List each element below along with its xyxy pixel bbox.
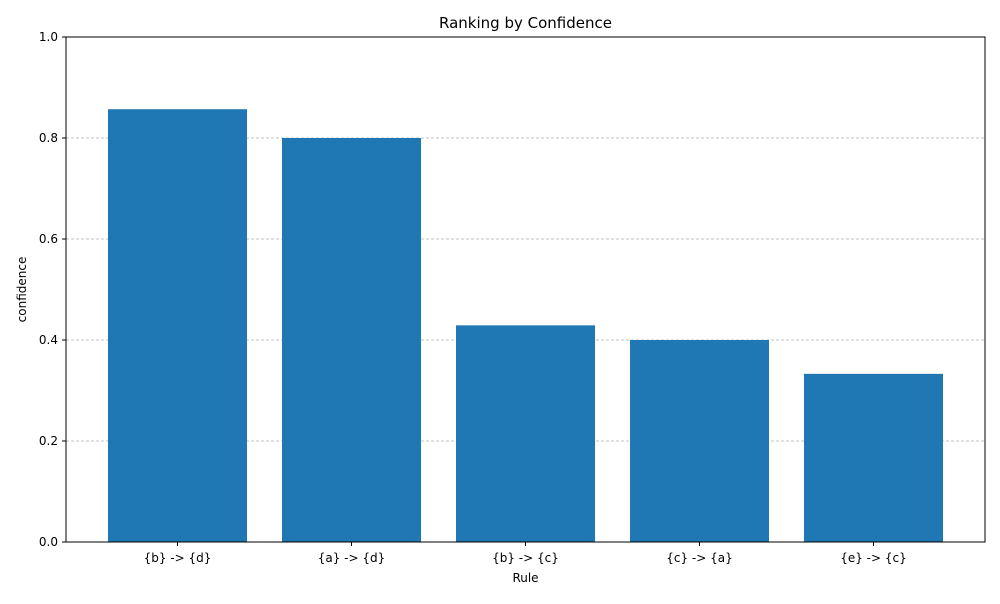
y-tick-label: 0.0 bbox=[39, 535, 58, 549]
x-tick-label: {a} -> {d} bbox=[318, 551, 386, 565]
x-tick-label: {e} -> {c} bbox=[840, 551, 907, 565]
x-tick-label: {c} -> {a} bbox=[666, 551, 733, 565]
y-tick-label: 1.0 bbox=[39, 30, 58, 44]
x-axis-ticks: {b} -> {d} {a} -> {d} {b} -> {c} {c} -> {a}… bbox=[144, 542, 907, 565]
y-tick-label: 0.2 bbox=[39, 434, 58, 448]
bar bbox=[282, 138, 421, 542]
bar bbox=[804, 373, 943, 542]
bars bbox=[108, 109, 943, 542]
chart-title: Ranking by Confidence bbox=[439, 14, 612, 32]
x-tick-label: {b} -> {d} bbox=[144, 551, 212, 565]
y-tick-label: 0.6 bbox=[39, 232, 58, 246]
y-axis-label: confidence bbox=[15, 257, 29, 323]
y-tick-label: 0.4 bbox=[39, 333, 58, 347]
bar bbox=[456, 325, 595, 542]
y-axis-ticks: 0.0 0.2 0.4 0.6 0.8 1.0 bbox=[39, 30, 66, 549]
bar bbox=[630, 340, 769, 542]
x-tick-label: {b} -> {c} bbox=[492, 551, 559, 565]
y-tick-label: 0.8 bbox=[39, 131, 58, 145]
x-axis-label: Rule bbox=[512, 571, 538, 585]
bar bbox=[108, 109, 247, 542]
